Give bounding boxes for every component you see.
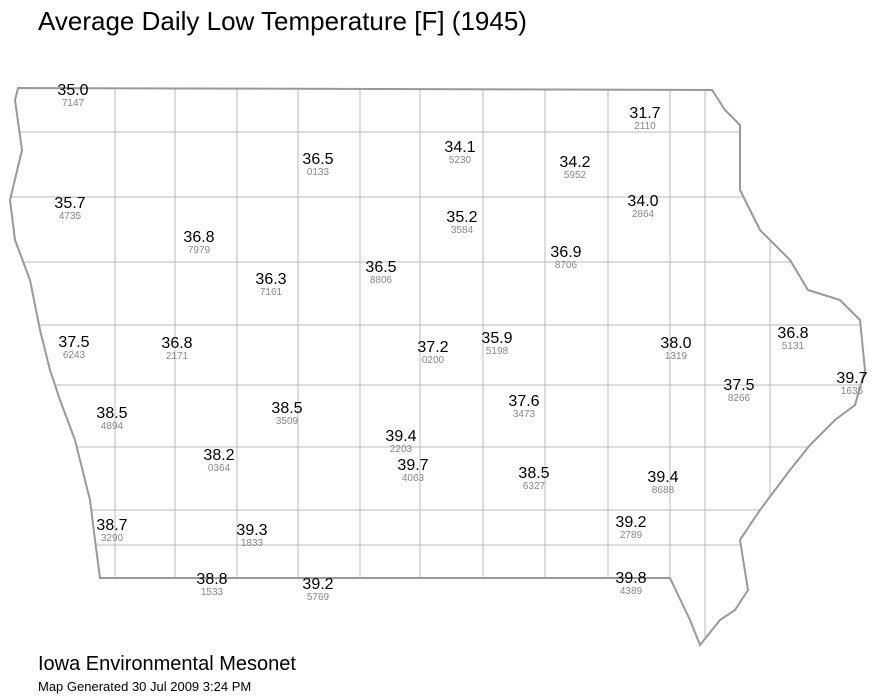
station-id: 5131 (782, 341, 805, 352)
station-value: 36.3 (255, 271, 286, 288)
station-value: 31.7 (629, 105, 660, 122)
station-id: 1533 (201, 587, 224, 598)
station-id: 8266 (728, 393, 751, 404)
station-id: 7161 (260, 287, 283, 298)
station-value: 34.0 (627, 193, 658, 210)
map-title: Average Daily Low Temperature [F] (1945) (38, 6, 527, 36)
station-value: 39.7 (836, 370, 867, 387)
station-value: 36.5 (302, 151, 333, 168)
station-value: 38.7 (96, 517, 127, 534)
station-value: 39.3 (236, 522, 267, 539)
station-id: 2110 (634, 121, 656, 132)
station-id: 4063 (402, 473, 425, 484)
station-id: 8806 (370, 275, 393, 286)
station-value: 39.4 (647, 469, 678, 486)
station-value: 39.8 (615, 570, 646, 587)
station-value: 35.9 (481, 330, 512, 347)
station-id: 0133 (307, 167, 330, 178)
station-value: 36.8 (183, 229, 214, 246)
station-id: 3509 (276, 416, 299, 427)
station-id: 2864 (632, 209, 655, 220)
station-id: 0364 (208, 463, 231, 474)
footer-generated: Map Generated 30 Jul 2009 3:24 PM (38, 679, 251, 694)
station-id: 2171 (166, 351, 189, 362)
station-value: 37.5 (58, 334, 89, 351)
station-value: 34.1 (444, 139, 475, 156)
station-value: 38.0 (660, 335, 691, 352)
station-value: 36.8 (777, 325, 808, 342)
station-value: 38.5 (96, 405, 127, 422)
station-value: 39.7 (397, 457, 428, 474)
station-id: 2789 (620, 530, 643, 541)
station-value: 38.5 (518, 465, 549, 482)
station-value: 38.5 (271, 400, 302, 417)
station-id: 5198 (486, 346, 509, 357)
station-value: 37.2 (417, 339, 448, 356)
station-value: 38.8 (196, 571, 227, 588)
station-value: 37.6 (508, 393, 539, 410)
station-id: 2203 (390, 444, 413, 455)
station-value: 39.2 (302, 576, 333, 593)
station-id: 6327 (523, 481, 546, 492)
station-value: 35.0 (57, 82, 88, 99)
station-value: 35.2 (446, 209, 477, 226)
station-id: 4894 (101, 421, 124, 432)
station-id: 5952 (564, 170, 587, 181)
station-value: 34.2 (559, 154, 590, 171)
state-outline (8, 86, 867, 647)
county-lines (10, 88, 865, 645)
station-id: 5769 (307, 592, 330, 603)
footer-org: Iowa Environmental Mesonet (38, 653, 296, 675)
station-id: 1319 (665, 351, 688, 362)
station-id: 7147 (62, 98, 85, 109)
station-value: 39.4 (385, 428, 416, 445)
station-value: 36.8 (161, 335, 192, 352)
station-id: 5230 (449, 155, 472, 166)
station-value: 36.9 (550, 244, 581, 261)
station-id: 3473 (513, 409, 536, 420)
station-id: 8706 (555, 260, 578, 271)
station-value: 38.2 (203, 447, 234, 464)
station-value: 37.5 (723, 377, 754, 394)
station-id: 1635 (841, 386, 864, 397)
station-id: 0200 (422, 355, 445, 366)
station-id: 1833 (241, 538, 264, 549)
station-value: 35.7 (54, 195, 85, 212)
station-value: 39.2 (615, 514, 646, 531)
station-id: 7979 (188, 245, 211, 256)
station-id: 8688 (652, 485, 675, 496)
station-value: 36.5 (365, 259, 396, 276)
station-id: 3584 (451, 225, 474, 236)
station-id: 6243 (63, 350, 86, 361)
station-id: 4735 (59, 211, 82, 222)
station-id: 4389 (620, 586, 643, 597)
station-id: 3290 (101, 533, 124, 544)
